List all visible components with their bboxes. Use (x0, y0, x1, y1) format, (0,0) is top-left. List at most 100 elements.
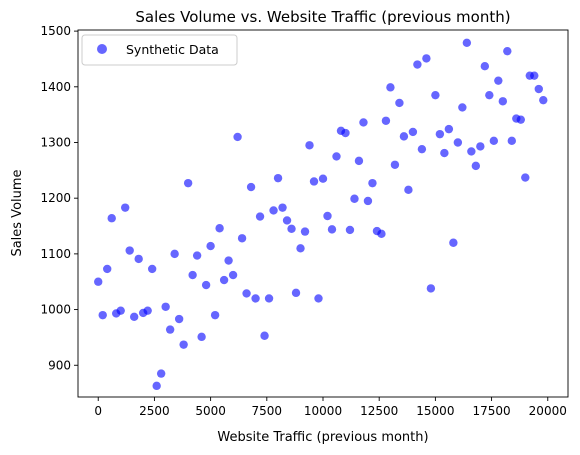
data-point (228, 270, 238, 280)
x-tick-label: 15000 (416, 404, 454, 418)
legend-box (81, 34, 238, 66)
data-point (269, 206, 278, 215)
data-point (471, 161, 481, 171)
data-point (143, 306, 152, 315)
x-tick-label: 7500 (252, 404, 283, 418)
data-point (435, 129, 445, 139)
data-point (215, 224, 224, 233)
data-point (134, 254, 143, 264)
data-point (480, 61, 490, 71)
data-point (345, 225, 355, 235)
points-layer (94, 38, 548, 391)
data-point (539, 95, 548, 105)
data-point (408, 127, 418, 137)
data-point (323, 211, 332, 221)
data-point (314, 294, 323, 303)
data-point (201, 280, 211, 290)
data-point (327, 225, 337, 234)
data-point (282, 216, 292, 225)
data-point (103, 264, 112, 274)
x-tick-label: 10000 (304, 404, 342, 418)
legend: Synthetic Data (81, 34, 238, 66)
data-point (381, 116, 391, 125)
data-point (170, 249, 179, 259)
data-point (467, 147, 476, 156)
data-point (183, 178, 193, 188)
legend-marker (97, 44, 107, 54)
data-point (534, 84, 543, 94)
x-axis-label: Website Traffic (previous month) (217, 430, 428, 445)
data-point (359, 118, 368, 127)
data-point (98, 310, 107, 320)
data-point (386, 83, 395, 92)
y-tick-label: 1000 (40, 303, 71, 317)
data-point (426, 284, 436, 293)
data-point (165, 325, 175, 334)
data-point (530, 71, 539, 80)
data-point (264, 294, 274, 303)
legend-label: Synthetic Data (126, 42, 219, 57)
chart-title: Sales Volume vs. Website Traffic (previo… (135, 8, 510, 26)
y-tick-label: 1200 (40, 191, 71, 205)
data-point (121, 203, 130, 212)
data-point (291, 288, 301, 298)
data-point (309, 177, 319, 186)
data-point (462, 38, 472, 48)
data-point (404, 185, 413, 195)
data-point (318, 174, 328, 183)
data-point (179, 340, 188, 349)
data-point (521, 173, 530, 182)
data-point (188, 270, 197, 280)
y-tick-label: 1100 (40, 247, 71, 261)
data-point (233, 132, 242, 142)
data-point (440, 148, 449, 158)
data-point (485, 90, 494, 100)
data-point (363, 196, 373, 206)
y-tick-label: 1400 (40, 80, 71, 94)
data-point (296, 244, 305, 253)
data-point (237, 234, 247, 243)
x-tick-label: 2500 (139, 404, 170, 418)
data-point (224, 256, 233, 265)
data-point (444, 124, 454, 134)
y-tick-label: 1300 (40, 135, 71, 149)
data-point (161, 302, 170, 311)
data-point (147, 264, 157, 274)
data-point (210, 310, 220, 320)
data-point (399, 132, 409, 141)
data-point (390, 160, 400, 169)
data-point (354, 156, 364, 166)
data-point (174, 314, 184, 324)
data-point (278, 203, 287, 212)
y-axis-ticks: 900 1000 1100 1200 1300 1400 1500 (40, 24, 78, 372)
data-point (449, 238, 458, 247)
plot-background (78, 30, 568, 397)
data-point (219, 275, 229, 285)
data-point (341, 128, 350, 138)
plot-frame (77, 29, 569, 398)
data-point (489, 136, 499, 146)
data-point (503, 46, 512, 56)
data-point (287, 224, 296, 234)
data-point (129, 312, 139, 322)
data-point (94, 277, 103, 286)
data-point (395, 98, 404, 108)
data-point (417, 144, 427, 154)
data-point (507, 136, 517, 146)
data-point (431, 90, 440, 100)
data-point (206, 241, 215, 251)
y-tick-label: 900 (48, 358, 71, 372)
data-point (300, 227, 310, 236)
data-point (242, 289, 251, 298)
data-point (125, 246, 134, 255)
x-tick-label: 5000 (195, 404, 226, 418)
x-tick-label: 20000 (529, 404, 567, 418)
data-point (476, 142, 485, 151)
data-point (107, 214, 116, 223)
data-point (260, 331, 269, 340)
y-tick-label: 1500 (40, 24, 71, 38)
x-tick-label: 17500 (472, 404, 510, 418)
data-point (156, 369, 166, 378)
